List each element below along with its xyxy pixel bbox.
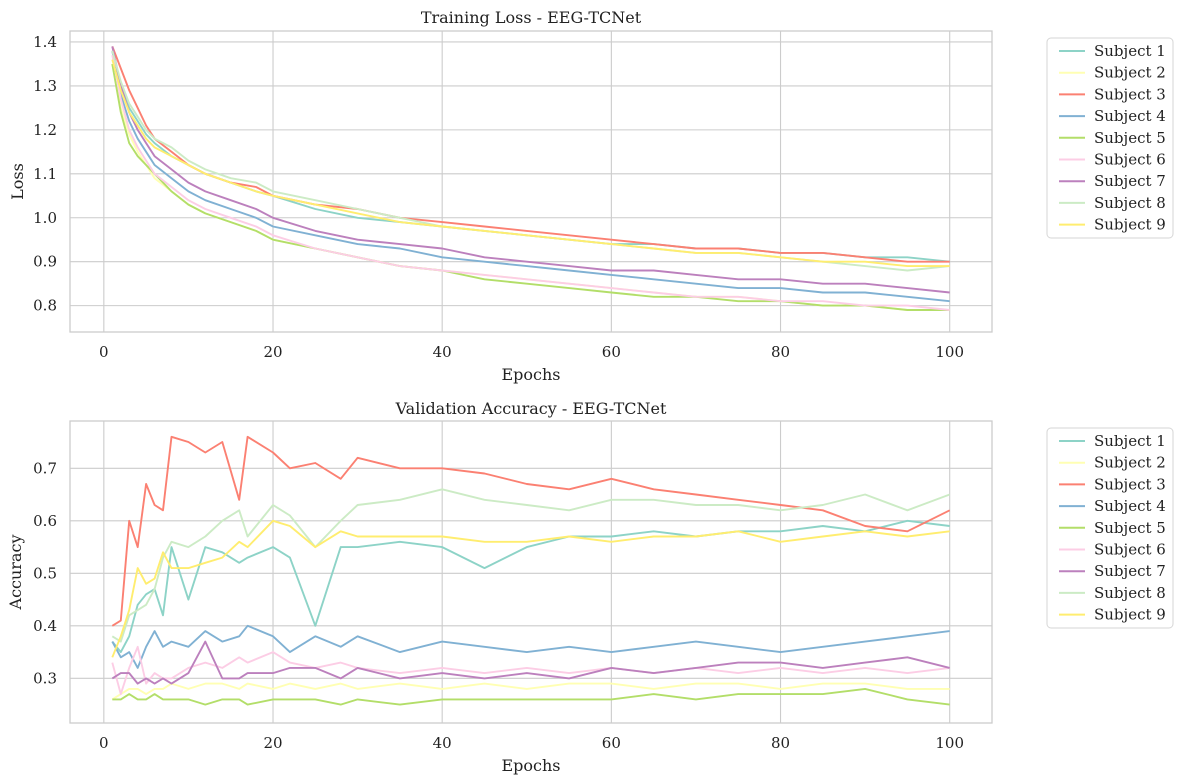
x-tick-label: 100 bbox=[935, 734, 964, 752]
series-line-subject-4 bbox=[111, 624, 950, 669]
legend: Subject 1 Subject 2 Subject 3 Subject 4 Subj… bbox=[1046, 37, 1174, 239]
series-line-subject-9 bbox=[111, 59, 950, 268]
y-axis-label: Accuracy bbox=[6, 535, 25, 611]
x-tick-label: 100 bbox=[935, 343, 964, 361]
x-tick-label: 60 bbox=[602, 734, 621, 752]
x-axis-label: Epochs bbox=[501, 756, 560, 775]
legend-box bbox=[1046, 427, 1174, 629]
legend-label: Subject 2 bbox=[1094, 64, 1166, 82]
series-line-subject-1 bbox=[111, 50, 950, 263]
legend-label: Subject 3 bbox=[1094, 475, 1166, 493]
legend-label: Subject 5 bbox=[1094, 129, 1166, 147]
series-line-subject-6 bbox=[111, 645, 950, 696]
legend-label: Subject 1 bbox=[1094, 432, 1166, 450]
legend-label: Subject 7 bbox=[1094, 562, 1166, 580]
plot-frame bbox=[69, 30, 993, 333]
x-tick-label: 40 bbox=[433, 734, 452, 752]
y-tick-label: 1.1 bbox=[33, 165, 57, 183]
x-tick-label: 40 bbox=[433, 343, 452, 361]
series-line-subject-9 bbox=[111, 519, 950, 658]
legend-label: Subject 4 bbox=[1094, 107, 1166, 125]
y-tick-label: 0.5 bbox=[33, 564, 57, 582]
series-line-subject-2 bbox=[111, 682, 950, 701]
y-tick-label: 1.2 bbox=[33, 121, 57, 139]
legend-label: Subject 5 bbox=[1094, 519, 1166, 537]
y-tick-label: 1.4 bbox=[33, 33, 57, 51]
series-line-subject-3 bbox=[111, 46, 950, 263]
x-tick-label: 80 bbox=[771, 734, 790, 752]
series-line-subject-5 bbox=[112, 687, 950, 706]
series-line-subject-2 bbox=[111, 63, 950, 311]
plot-frame bbox=[69, 420, 993, 724]
legend-label: Subject 3 bbox=[1094, 85, 1166, 103]
x-tick-label: 60 bbox=[602, 343, 621, 361]
legend-label: Subject 1 bbox=[1094, 42, 1166, 60]
legend-label: Subject 9 bbox=[1094, 216, 1166, 234]
series-line-subject-5 bbox=[111, 63, 950, 311]
x-axis-label: Epochs bbox=[501, 365, 560, 384]
x-tick-label: 0 bbox=[99, 734, 109, 752]
y-tick-label: 0.3 bbox=[33, 669, 57, 687]
y-tick-label: 1.0 bbox=[33, 209, 57, 227]
y-tick-label: 1.3 bbox=[33, 77, 57, 95]
chart-title: Validation Accuracy - EEG-TCNet bbox=[395, 399, 667, 418]
y-tick-label: 0.9 bbox=[33, 253, 57, 271]
legend-label: Subject 2 bbox=[1094, 454, 1166, 472]
legend-label: Subject 7 bbox=[1094, 172, 1166, 190]
legend-label: Subject 9 bbox=[1094, 606, 1166, 624]
series-line-subject-8 bbox=[111, 50, 950, 272]
series-line-subject-7 bbox=[111, 46, 950, 294]
x-tick-label: 20 bbox=[263, 343, 282, 361]
series-line-subject-7 bbox=[111, 640, 950, 685]
legend: Subject 1 Subject 2 Subject 3 Subject 4 Subj… bbox=[1046, 427, 1174, 629]
y-tick-label: 0.4 bbox=[33, 617, 57, 635]
legend-box bbox=[1046, 37, 1174, 239]
series-line-subject-4 bbox=[111, 50, 950, 303]
legend-label: Subject 8 bbox=[1094, 194, 1166, 212]
legend-label: Subject 6 bbox=[1094, 541, 1166, 559]
y-tick-label: 0.6 bbox=[33, 512, 57, 530]
legend-label: Subject 8 bbox=[1094, 584, 1166, 602]
y-axis-label: Loss bbox=[8, 163, 27, 200]
x-tick-label: 0 bbox=[99, 343, 109, 361]
legend-label: Subject 6 bbox=[1094, 151, 1166, 169]
series-line-subject-8 bbox=[111, 488, 951, 643]
x-tick-label: 80 bbox=[771, 343, 790, 361]
chart-title: Training Loss - EEG-TCNet bbox=[421, 8, 642, 27]
chart-panel-1: 0 20 40 60 80 100 0.8 0.9 1.0 1.1 1.2 1.3 1.4 Trainin… bbox=[8, 8, 1174, 384]
legend-label: Subject 4 bbox=[1094, 497, 1166, 515]
series-line-subject-3 bbox=[111, 435, 951, 627]
y-tick-label: 0.8 bbox=[33, 297, 57, 315]
x-tick-label: 20 bbox=[263, 734, 282, 752]
series-line-subject-6 bbox=[111, 55, 950, 311]
chart-panel-2: 0 20 40 60 80 100 0.3 0.4 0.5 0.6 0.7 Validation Ac… bbox=[6, 399, 1174, 775]
y-tick-label: 0.7 bbox=[33, 459, 57, 477]
